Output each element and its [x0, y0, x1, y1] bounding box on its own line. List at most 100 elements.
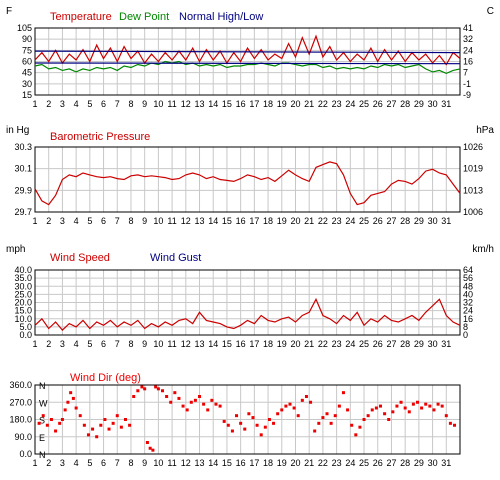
legend-entry: Dew Point	[119, 11, 169, 23]
day-label: 19	[277, 99, 287, 109]
data-point	[66, 400, 70, 404]
day-label: 15	[222, 339, 232, 349]
data-point	[428, 404, 432, 408]
day-label: 17	[249, 458, 259, 468]
day-label: 10	[153, 216, 163, 226]
left-unit-label: F	[6, 6, 12, 17]
right-tick-label: 1006	[463, 207, 483, 217]
day-label: 13	[195, 216, 205, 226]
data-point	[115, 414, 119, 418]
left-tick-label: 35.0	[14, 273, 32, 283]
day-label: 5	[87, 216, 92, 226]
plot-area	[35, 147, 460, 212]
left-tick-label: 30.1	[14, 164, 32, 174]
day-label: 16	[236, 99, 246, 109]
day-label: 22	[318, 216, 328, 226]
legend-entry: Normal High/Low	[179, 11, 263, 23]
day-label: 7	[115, 216, 120, 226]
day-label: 8	[128, 216, 133, 226]
legend-entry: Wind Gust	[150, 252, 201, 264]
data-point	[99, 423, 103, 427]
day-label: 7	[115, 99, 120, 109]
day-label: 6	[101, 458, 106, 468]
data-point	[370, 408, 374, 412]
day-label: 3	[60, 216, 65, 226]
data-point	[341, 391, 345, 395]
left-tick-label: 90.0	[14, 432, 32, 442]
day-label: 4	[74, 99, 79, 109]
right-tick-label: 1019	[463, 164, 483, 174]
day-label: 27	[386, 99, 396, 109]
data-point	[374, 406, 378, 410]
day-label: 20	[290, 458, 300, 468]
right-tick-label: 1026	[463, 142, 483, 152]
day-label: 18	[263, 458, 273, 468]
day-label: 12	[181, 216, 191, 226]
data-point	[181, 404, 185, 408]
day-label: 14	[208, 339, 218, 349]
data-point	[74, 406, 78, 410]
data-point	[391, 410, 395, 414]
day-label: 25	[359, 99, 369, 109]
data-point	[123, 418, 127, 421]
day-label: 7	[115, 458, 120, 468]
day-label: 27	[386, 339, 396, 349]
data-point	[448, 421, 452, 425]
left-tick-label: 30.0	[14, 281, 32, 291]
day-label: 17	[249, 339, 259, 349]
data-point	[432, 408, 436, 412]
data-point	[354, 433, 358, 437]
data-point	[346, 408, 350, 412]
data-point	[288, 402, 292, 406]
day-label: 19	[277, 339, 287, 349]
left-tick-label: 180.0	[9, 415, 32, 425]
day-label: 6	[101, 216, 106, 226]
left-tick-label: 105	[17, 23, 32, 33]
day-label: 23	[332, 216, 342, 226]
data-point	[309, 400, 313, 404]
data-point	[169, 400, 173, 404]
right-tick-label: 56	[463, 273, 473, 283]
data-point	[333, 414, 337, 418]
data-point	[95, 435, 99, 439]
day-label: 30	[428, 216, 438, 226]
right-tick-label: 16	[463, 57, 473, 67]
day-label: 21	[304, 216, 314, 226]
right-tick-label: -9	[463, 90, 471, 100]
data-point	[189, 400, 193, 404]
day-label: 1	[32, 216, 37, 226]
data-point	[411, 402, 415, 406]
day-label: 26	[373, 458, 383, 468]
day-label: 23	[332, 99, 342, 109]
day-label: 3	[60, 339, 65, 349]
data-point	[420, 406, 424, 410]
day-label: 25	[359, 216, 369, 226]
day-label: 18	[263, 99, 273, 109]
day-label: 24	[345, 216, 355, 226]
day-label: 29	[414, 458, 424, 468]
compass-label: W	[39, 398, 48, 408]
data-point	[136, 389, 140, 393]
day-label: 28	[400, 99, 410, 109]
right-tick-label: 8	[463, 322, 468, 332]
compass-label: E	[39, 433, 45, 443]
day-label: 12	[181, 99, 191, 109]
day-label: 14	[208, 458, 218, 468]
data-point	[154, 385, 158, 389]
right-tick-label: 24	[463, 306, 473, 316]
data-point	[230, 429, 234, 433]
day-label: 24	[345, 339, 355, 349]
data-point	[218, 404, 222, 408]
day-label: 29	[414, 339, 424, 349]
day-label: 26	[373, 99, 383, 109]
day-label: 28	[400, 216, 410, 226]
right-tick-label: 32	[463, 298, 473, 308]
day-label: 29	[414, 216, 424, 226]
data-point	[321, 416, 325, 420]
left-tick-label: 30.3	[14, 142, 32, 152]
day-label: 5	[87, 99, 92, 109]
day-label: 30	[428, 99, 438, 109]
day-label: 26	[373, 216, 383, 226]
